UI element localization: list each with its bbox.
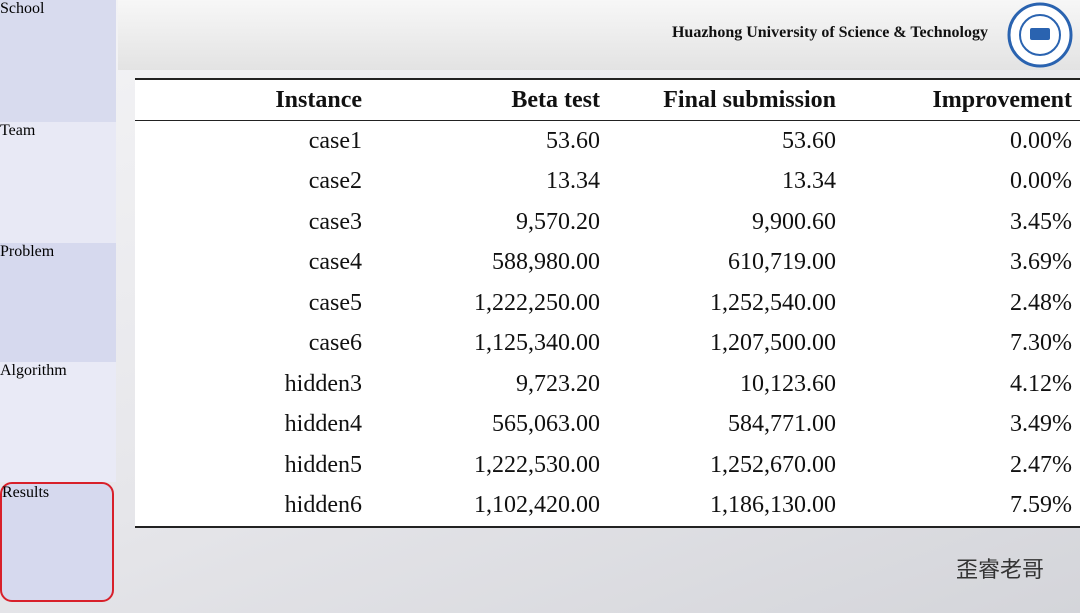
table-cell: 1,186,130.00 — [710, 492, 836, 519]
table-cell: 53.60 — [782, 127, 836, 154]
table-cell: 53.60 — [546, 127, 600, 154]
table-row: case4 588,980.00 610,719.00 3.69% — [135, 243, 1080, 284]
table-cell: 1,222,250.00 — [474, 289, 600, 316]
table-cell: 3.45% — [1010, 208, 1072, 235]
table-row: case2 13.34 13.34 0.00% — [135, 162, 1080, 203]
table-cell: 7.30% — [1010, 330, 1072, 357]
table-cell: 9,570.20 — [516, 208, 600, 235]
table-body: case1 53.60 53.60 0.00% case2 13.34 13.34 0.00%… — [135, 121, 1080, 528]
nav-item[interactable]: Results — [0, 482, 114, 602]
table-cell: 3.69% — [1010, 249, 1072, 276]
table-row: case1 53.60 53.60 0.00% — [135, 121, 1080, 162]
column-header: Instance — [135, 79, 370, 121]
table-cell: 565,063.00 — [492, 411, 600, 438]
table-cell: 13.34 — [782, 168, 836, 195]
table-cell: 584,771.00 — [728, 411, 836, 438]
table-cell: 2.47% — [1010, 451, 1072, 478]
table-cell: 1,252,540.00 — [710, 289, 836, 316]
header-title: Huazhong University of Science & Technol… — [671, 24, 988, 41]
table-cell: 0.00% — [1010, 127, 1072, 154]
table-cell: case2 — [308, 168, 362, 195]
nav-item[interactable]: Algorithm — [0, 362, 116, 482]
nav-item[interactable]: Problem — [0, 243, 116, 362]
table-cell: 1,125,340.00 — [474, 330, 600, 357]
sidebar: School Team Problem Algorithm Results — [0, 0, 116, 613]
table-cell: hidden3 — [284, 370, 362, 397]
table-row: hidden6 1,102,420.00 1,186,130.00 7.59% — [135, 486, 1080, 528]
table-cell: 9,723.20 — [516, 370, 600, 397]
table-row: hidden4 565,063.00 584,771.00 3.49% — [135, 405, 1080, 446]
table-row: hidden3 9,723.20 10,123.60 4.12% — [135, 364, 1080, 405]
table-cell: case3 — [308, 208, 362, 235]
table-cell: 1,222,530.00 — [474, 451, 600, 478]
table-row: case3 9,570.20 9,900.60 3.45% — [135, 202, 1080, 243]
table-cell: 1,207,500.00 — [710, 330, 836, 357]
table-cell: 3.49% — [1010, 411, 1072, 438]
table-cell: hidden5 — [284, 451, 362, 478]
logo — [1007, 2, 1073, 68]
table-cell: hidden4 — [284, 411, 362, 438]
table-cell: case6 — [308, 330, 362, 357]
table-cell: case1 — [308, 127, 362, 154]
table-cell: 13.34 — [546, 168, 600, 195]
table-cell: 1,252,670.00 — [710, 451, 836, 478]
table-cell: 0.00% — [1010, 168, 1072, 195]
nav-item[interactable]: Team — [0, 122, 116, 243]
header: Huazhong University of Science & Technol… — [118, 0, 1080, 70]
table-cell: 10,123.60 — [740, 370, 836, 397]
watermark: 歪睿老哥 — [955, 558, 1044, 583]
table-cell: 588,980.00 — [492, 249, 600, 276]
table-row: hidden5 1,222,530.00 1,252,670.00 2.47% — [135, 445, 1080, 486]
header-row: Instance Beta test Final submission Improve… — [135, 79, 1080, 121]
column-header: Improvement — [844, 79, 1080, 121]
nav-item[interactable]: School — [0, 0, 116, 122]
column-header: Final submission — [608, 79, 844, 121]
column-header: Beta test — [370, 79, 608, 121]
table-cell: 4.12% — [1010, 370, 1072, 397]
table-cell: 1,102,420.00 — [474, 492, 600, 519]
table-cell: hidden6 — [284, 492, 362, 519]
table-cell: case5 — [308, 289, 362, 316]
table-row: case5 1,222,250.00 1,252,540.00 2.48% — [135, 283, 1080, 324]
table-cell: 2.48% — [1010, 289, 1072, 316]
table-cell: 7.59% — [1010, 492, 1072, 519]
table-cell: 610,719.00 — [728, 249, 836, 276]
table-row: case6 1,125,340.00 1,207,500.00 7.30% — [135, 324, 1080, 365]
table-cell: case4 — [308, 249, 362, 276]
results-table: Instance Beta test Final submission Improve… — [135, 78, 1080, 528]
table-cell: 9,900.60 — [752, 208, 836, 235]
